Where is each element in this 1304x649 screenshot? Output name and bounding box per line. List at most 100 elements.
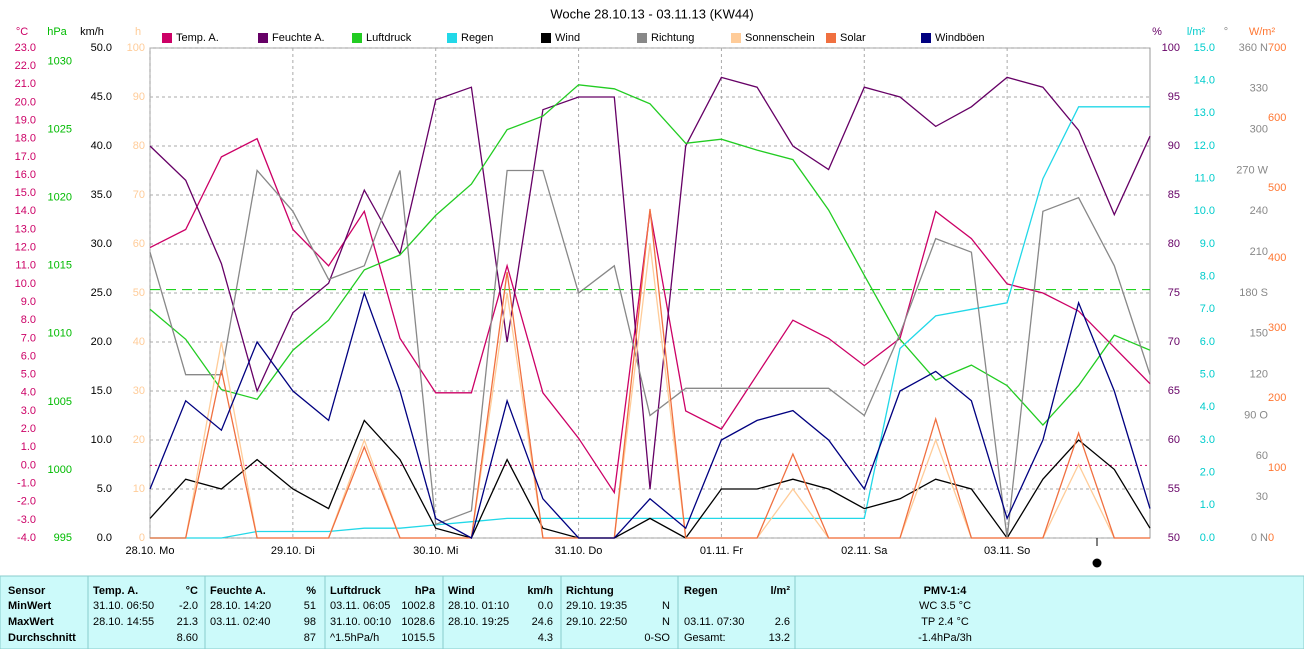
y-tick-label: 25.0 — [91, 287, 112, 299]
y-tick-label: 10 — [133, 483, 145, 495]
legend-label: Regen — [461, 32, 493, 44]
y-tick-label: 360 N — [1239, 42, 1268, 54]
table-cell-time: 29.10. 22:50 — [566, 616, 627, 628]
y-tick-label: -2.0 — [17, 496, 36, 508]
y-tick-label: 5.0 — [97, 483, 112, 495]
y-tick-label: 60 — [1256, 450, 1268, 462]
y-tick-label: 18.0 — [15, 133, 36, 145]
y-tick-label: 75 — [1168, 287, 1180, 299]
axis-unit: hPa — [47, 26, 67, 38]
y-tick-label: 30 — [133, 385, 145, 397]
series-line — [149, 84, 1151, 426]
y-tick-label: 40 — [133, 336, 145, 348]
y-tick-label: 150 — [1250, 328, 1268, 340]
y-tick-label: 14.0 — [15, 205, 36, 217]
y-tick-label: 60 — [133, 238, 145, 250]
y-tick-label: 100 — [1268, 462, 1286, 474]
legend-swatch — [731, 33, 741, 43]
legend-label: Feuchte A. — [272, 32, 325, 44]
table-cell: -1.4hPa/3h — [918, 632, 972, 644]
y-tick-label: 500 — [1268, 182, 1286, 194]
x-tick-label: 28.10. Mo — [126, 545, 175, 557]
table-unit: hPa — [415, 585, 436, 597]
table-header: Richtung — [566, 585, 614, 597]
table-cell-value: 87 — [304, 632, 316, 644]
y-tick-label: 2.0 — [21, 423, 36, 435]
table-cell-time: Gesamt: — [684, 632, 726, 644]
y-tick-label: 4.0 — [1200, 401, 1215, 413]
y-tick-label: 300 — [1268, 322, 1286, 334]
table-unit: km/h — [527, 585, 553, 597]
axis-unit: °C — [16, 26, 28, 38]
table-cell-value: -2.0 — [179, 600, 198, 612]
y-tick-label: 50 — [133, 287, 145, 299]
y-tick-label: 21.0 — [15, 78, 36, 90]
table-cell-value: 8.60 — [177, 632, 198, 644]
table-row-label: Durchschnitt — [8, 632, 76, 644]
table-cell-value: 98 — [304, 616, 316, 628]
x-tick-label: 31.10. Do — [555, 545, 603, 557]
y-tick-label: 70 — [133, 189, 145, 201]
table-cell-value: 4.3 — [538, 632, 553, 644]
table-cell-value: 24.6 — [532, 616, 553, 628]
legend-swatch — [637, 33, 647, 43]
table-cell-time: 03.11. 07:30 — [684, 616, 744, 628]
y-tick-label: 3.0 — [1200, 434, 1215, 446]
y-tick-label: 7.0 — [1200, 303, 1215, 315]
table-cell-value: 2.6 — [775, 616, 790, 628]
table-cell-time: 28.10. 14:55 — [93, 616, 154, 628]
x-tick-label: 29.10. Di — [271, 545, 315, 557]
table-unit: l/m² — [770, 585, 790, 597]
table-row-label: MaxWert — [8, 616, 54, 628]
legend-label: Windböen — [935, 32, 985, 44]
table-cell-time: 28.10. 01:10 — [448, 600, 509, 612]
y-tick-label: 15.0 — [15, 187, 36, 199]
legend-label: Temp. A. — [176, 32, 219, 44]
legend-swatch — [162, 33, 172, 43]
y-tick-label: 50.0 — [91, 42, 112, 54]
y-tick-label: 22.0 — [15, 60, 36, 72]
y-tick-label: 330 — [1250, 83, 1268, 95]
table-cell-value: 51 — [304, 600, 316, 612]
y-tick-label: 0 N — [1251, 532, 1268, 544]
x-tick-label: 02.11. Sa — [841, 545, 888, 557]
legend-label: Wind — [555, 32, 580, 44]
series-line — [149, 76, 1151, 490]
y-tick-label: 180 S — [1239, 287, 1268, 299]
axis-unit: l/m² — [1187, 26, 1206, 38]
y-tick-label: 120 — [1250, 369, 1268, 381]
y-tick-label: 10.0 — [1194, 205, 1215, 217]
y-tick-label: 11.0 — [15, 260, 36, 272]
axis-unit: ° — [1224, 26, 1228, 38]
table-cell-value: 21.3 — [177, 616, 198, 628]
y-tick-label: 35.0 — [91, 189, 112, 201]
table-cell-time: 29.10. 19:35 — [566, 600, 627, 612]
x-tick-label: 03.11. So — [984, 545, 1030, 557]
y-tick-label: 11.0 — [1194, 173, 1215, 185]
y-tick-label: 13.0 — [15, 223, 36, 235]
series-line — [150, 208, 1150, 539]
table-cell-time: ^1.5hPa/h — [330, 632, 379, 644]
legend-label: Richtung — [651, 32, 694, 44]
y-tick-label: 2.0 — [1200, 467, 1215, 479]
y-tick-label: 85 — [1168, 189, 1180, 201]
y-tick-label: 600 — [1268, 112, 1286, 124]
y-tick-label: 210 — [1250, 246, 1268, 258]
y-tick-label: 3.0 — [21, 405, 36, 417]
y-tick-label: 30 — [1256, 491, 1268, 503]
y-tick-label: 95 — [1168, 91, 1180, 103]
legend-label: Sonnenschein — [745, 32, 815, 44]
chart-title: Woche 28.10.13 - 03.11.13 (KW44) — [550, 6, 753, 21]
table-cell-value: 1002.8 — [401, 600, 435, 612]
y-tick-label: -3.0 — [17, 514, 36, 526]
table-header: Luftdruck — [330, 585, 382, 597]
y-tick-label: 20 — [133, 434, 145, 446]
y-tick-label: 10.0 — [15, 278, 36, 290]
y-tick-label: 0.0 — [21, 459, 36, 471]
y-tick-label: 1020 — [48, 192, 72, 204]
legend-swatch — [541, 33, 551, 43]
y-tick-label: 0 — [1268, 532, 1274, 544]
table-row-label: MinWert — [8, 600, 52, 612]
y-tick-label: 1010 — [48, 328, 72, 340]
y-tick-label: 50 — [1168, 532, 1180, 544]
